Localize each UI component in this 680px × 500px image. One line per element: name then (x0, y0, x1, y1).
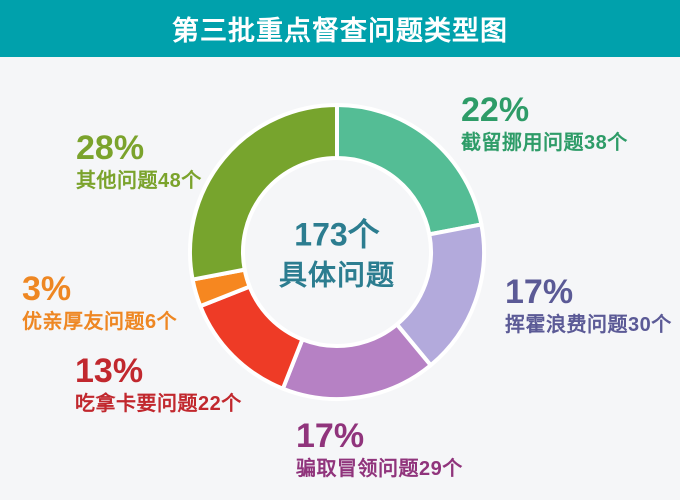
header: 第三批重点督查问题类型图 (0, 0, 680, 57)
pie-segment-3 (280, 322, 433, 401)
segment-text: 骗取冒领问题29个 (296, 458, 463, 480)
total-count: 173个 (294, 216, 380, 253)
segment-percent: 13% (75, 352, 144, 390)
segment-percent: 3% (22, 270, 72, 308)
segment-text: 其他问题48个 (76, 170, 202, 192)
segment-text: 截留挪用问题38个 (461, 132, 628, 154)
segment-label-huihuolangfei: 17% 挥霍浪费问题30个 (505, 274, 672, 338)
donut-center-label: 173个 具体问题 (279, 219, 395, 290)
segment-percent: 22% (461, 91, 530, 129)
segment-label-jieliunuoyong: 22% 截留挪用问题38个 (461, 92, 628, 156)
segment-text: 挥霍浪费问题30个 (505, 314, 672, 336)
segment-text: 优亲厚友问题6个 (22, 311, 178, 333)
pie-segment-6 (188, 103, 339, 282)
total-caption: 具体问题 (278, 259, 396, 291)
segment-text: 吃拿卡要问题22个 (75, 393, 242, 415)
segment-label-youqinhouyou: 3% 优亲厚友问题6个 (22, 271, 177, 335)
segment-label-pianqumaoling: 17% 骗取冒领问题29个 (296, 418, 463, 482)
segment-label-qitawenti: 28% 其他问题48个 (76, 130, 202, 194)
segment-label-chinakayao: 13% 吃拿卡要问题22个 (75, 353, 242, 417)
segment-percent: 17% (505, 273, 574, 311)
segment-percent: 17% (296, 417, 365, 455)
pie-segment-1 (335, 103, 484, 237)
segment-percent: 28% (76, 129, 145, 167)
page-title: 第三批重点督查问题类型图 (172, 16, 508, 46)
